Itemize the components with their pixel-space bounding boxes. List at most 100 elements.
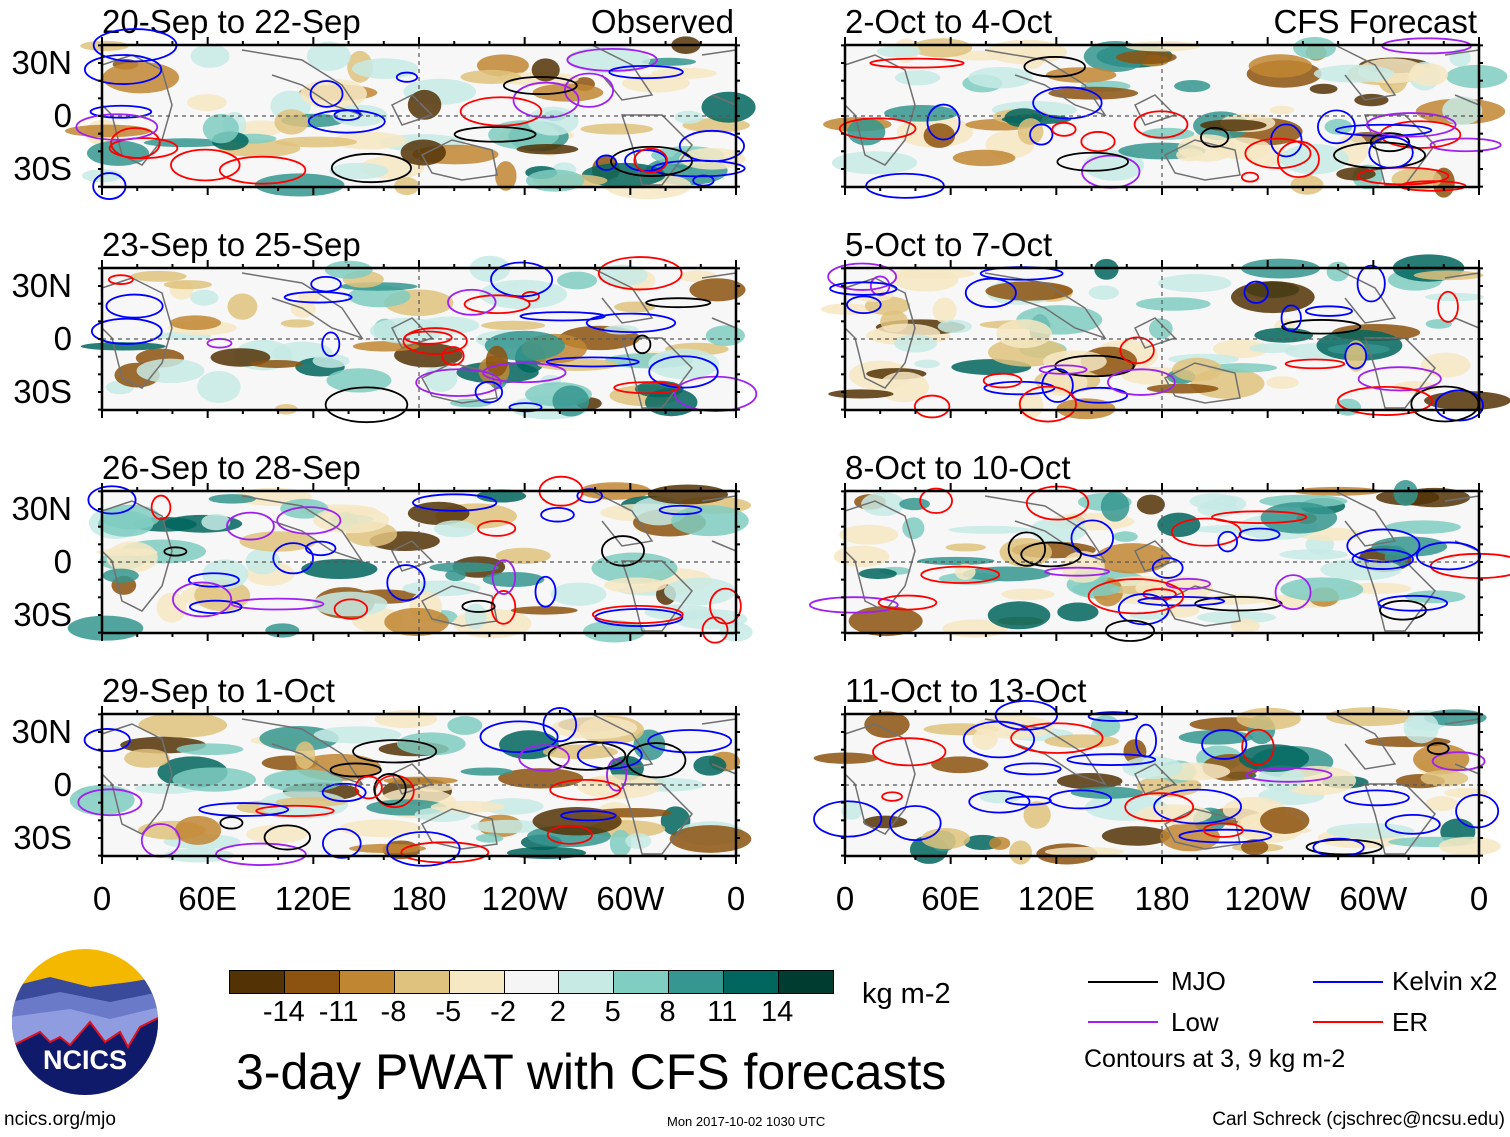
pwat-anomaly [1135,297,1211,311]
wave-contour [1023,56,1086,78]
pwat-anomaly [914,359,941,369]
pwat-anomaly [550,582,607,606]
wave-contour [1333,141,1427,169]
wave-contour [307,109,386,134]
pwat-anomaly [1236,707,1302,730]
coastline [420,362,498,404]
coastline [984,718,1107,786]
wave-contour [330,152,412,184]
pwat-anomaly [931,756,989,774]
wave-contour [1217,530,1238,553]
coastline [844,500,916,612]
wave-contour [1365,112,1457,138]
colorbar-label: 8 [659,996,676,1028]
wave-contour [1200,126,1230,148]
wave-contour [474,380,504,404]
wave-contour [163,546,188,557]
wave-contour [463,294,531,315]
panel-title: 8-Oct to 10-Oct [845,449,1071,486]
pwat-anomaly [614,301,656,313]
coastline [984,495,1107,563]
pwat-anomaly [475,833,504,843]
figure-title: 3-day PWAT with CFS forecasts [236,1044,947,1100]
pwat-anomaly [1178,730,1253,745]
coastline [390,317,434,349]
pwat-anomaly [1213,339,1269,359]
pwat-anomaly [1385,520,1461,534]
wave-contour [1281,319,1362,335]
wave-contour [1334,123,1433,137]
pwat-anomaly [265,623,300,638]
pwat-anomaly [1094,258,1119,280]
wave-contour [913,394,951,419]
wave-contour [1018,385,1077,423]
pwat-anomaly [1157,274,1232,293]
pwat-anomaly [516,143,579,155]
pwat-anomaly [679,147,746,170]
pwat-anomaly [1091,715,1121,737]
pwat-anomaly [402,580,481,597]
wave-contour [626,742,687,779]
wave-contour [1241,728,1275,766]
pwat-anomaly [138,712,228,738]
lon-label: 60W [596,880,665,917]
legend-label-mjo: MJO [1171,966,1226,996]
wave-contour [920,565,1001,584]
wave-contour [215,842,307,866]
pwat-anomaly [326,368,392,393]
colorbar-swatch [779,971,833,993]
pwat-anomaly [989,836,1011,850]
colorbar-swatch [394,971,450,993]
colorbar-swatch [449,971,505,993]
panel-title: 20-Sep to 22-Sep [102,3,361,40]
wave-contour [658,504,703,516]
wave-contour [1133,110,1189,139]
pwat-anomaly [1094,543,1171,574]
pwat-anomaly [1326,261,1350,282]
pwat-anomaly [954,563,976,580]
wave-contour [1087,578,1185,615]
footer-url[interactable]: ncics.org/mjo [4,1109,116,1130]
pwat-anomaly [460,69,522,84]
coastline [241,49,364,117]
wave-contour [1356,166,1450,186]
legend-line-er [1313,1021,1383,1023]
wave-contour [709,587,742,625]
pwat-anomaly [407,89,442,120]
pwat-anomaly [482,571,545,588]
lat-label: 30N [11,490,72,527]
wave-contour [1151,557,1184,579]
wave-contour [608,64,684,80]
pwat-anomaly [1240,839,1269,856]
pwat-anomaly [1324,118,1353,135]
colorbar-label: -5 [435,996,462,1028]
wave-contour [321,331,341,357]
wave-contour [1384,813,1441,835]
pwat-anomaly [1136,494,1165,515]
wave-contour [869,57,965,69]
wave-contour [1351,548,1414,570]
wave-contour [321,782,367,803]
wave-contour [1041,367,1074,403]
map-panel [808,480,1510,642]
panel-title: 5-Oct to 7-Oct [845,226,1053,263]
pwat-anomaly [647,484,728,505]
pwat-anomaly [902,517,925,540]
pwat-anomaly [250,359,303,368]
pwat-anomaly [312,353,350,368]
coastline [984,272,1107,340]
wave-contour [1377,594,1449,612]
pwat-anomaly [400,139,446,166]
wave-contour [1368,136,1414,169]
wave-contour [1243,280,1269,304]
lat-label: 30N [11,267,72,304]
wave-contour [329,762,382,778]
panel-source-label: Observed [590,3,734,40]
pwat-anomaly [498,768,584,789]
colorbar-label: 14 [761,996,794,1028]
pwat-anomaly [1017,391,1044,419]
pwat-anomaly [1290,175,1324,195]
wave-contour [983,380,1056,396]
wave-contour [1003,762,1062,776]
wave-contour [982,372,1023,389]
